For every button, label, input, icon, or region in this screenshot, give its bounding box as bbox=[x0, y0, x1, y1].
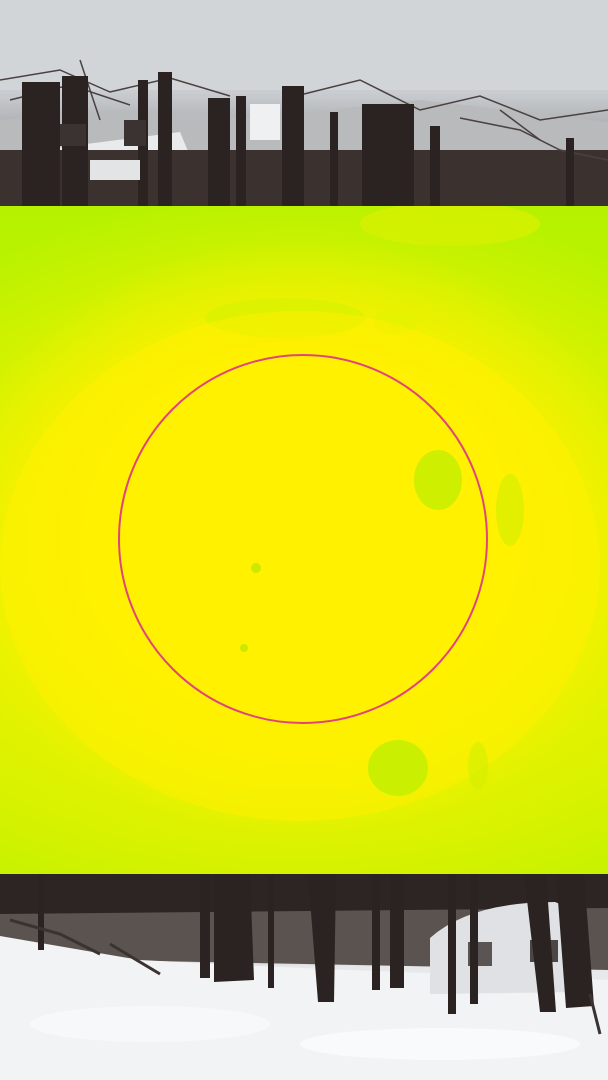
bottom-snow-drift bbox=[300, 1028, 580, 1060]
top-nest-box bbox=[124, 120, 146, 146]
trunk bbox=[214, 874, 254, 982]
top-sky bbox=[0, 0, 608, 90]
bottom-tree-trunks bbox=[38, 874, 594, 1014]
trunk bbox=[200, 874, 210, 978]
trunk bbox=[362, 104, 414, 206]
trunk bbox=[158, 72, 172, 206]
trunk bbox=[22, 82, 60, 206]
trunk bbox=[330, 112, 338, 206]
top-landscape-band bbox=[0, 0, 608, 206]
top-snow-gap bbox=[250, 104, 280, 140]
trunk bbox=[38, 874, 44, 950]
trunk bbox=[448, 874, 456, 1014]
trunk bbox=[372, 874, 380, 990]
thermal-cool-spot bbox=[368, 740, 428, 796]
trunk bbox=[208, 98, 230, 206]
thermal-view bbox=[0, 206, 608, 874]
trunk bbox=[236, 96, 246, 206]
thermal-warm-patch bbox=[360, 206, 540, 246]
trunk bbox=[282, 86, 304, 206]
top-nest-box bbox=[60, 124, 86, 146]
bottom-fallen-branches bbox=[9, 918, 602, 1035]
thermal-cool-spot bbox=[496, 474, 524, 546]
bottom-forest-drawing bbox=[0, 874, 608, 1080]
top-treeline-drawing bbox=[0, 0, 608, 206]
bottom-landscape-band bbox=[0, 874, 608, 1080]
trunk bbox=[556, 874, 594, 1008]
trunk bbox=[470, 874, 478, 1004]
trunk bbox=[524, 874, 556, 1012]
trunk bbox=[566, 138, 574, 206]
top-snow-gap bbox=[90, 160, 140, 180]
trunk bbox=[390, 874, 404, 988]
trunk bbox=[268, 874, 274, 988]
trunk bbox=[308, 874, 336, 1002]
top-branch-tangle bbox=[0, 59, 608, 161]
trunk bbox=[430, 126, 440, 206]
targeting-reticle-circle bbox=[118, 354, 488, 724]
top-tree-trunks bbox=[22, 72, 574, 206]
thermal-cool-spot bbox=[468, 742, 488, 790]
bottom-snow-drift bbox=[30, 1006, 270, 1042]
